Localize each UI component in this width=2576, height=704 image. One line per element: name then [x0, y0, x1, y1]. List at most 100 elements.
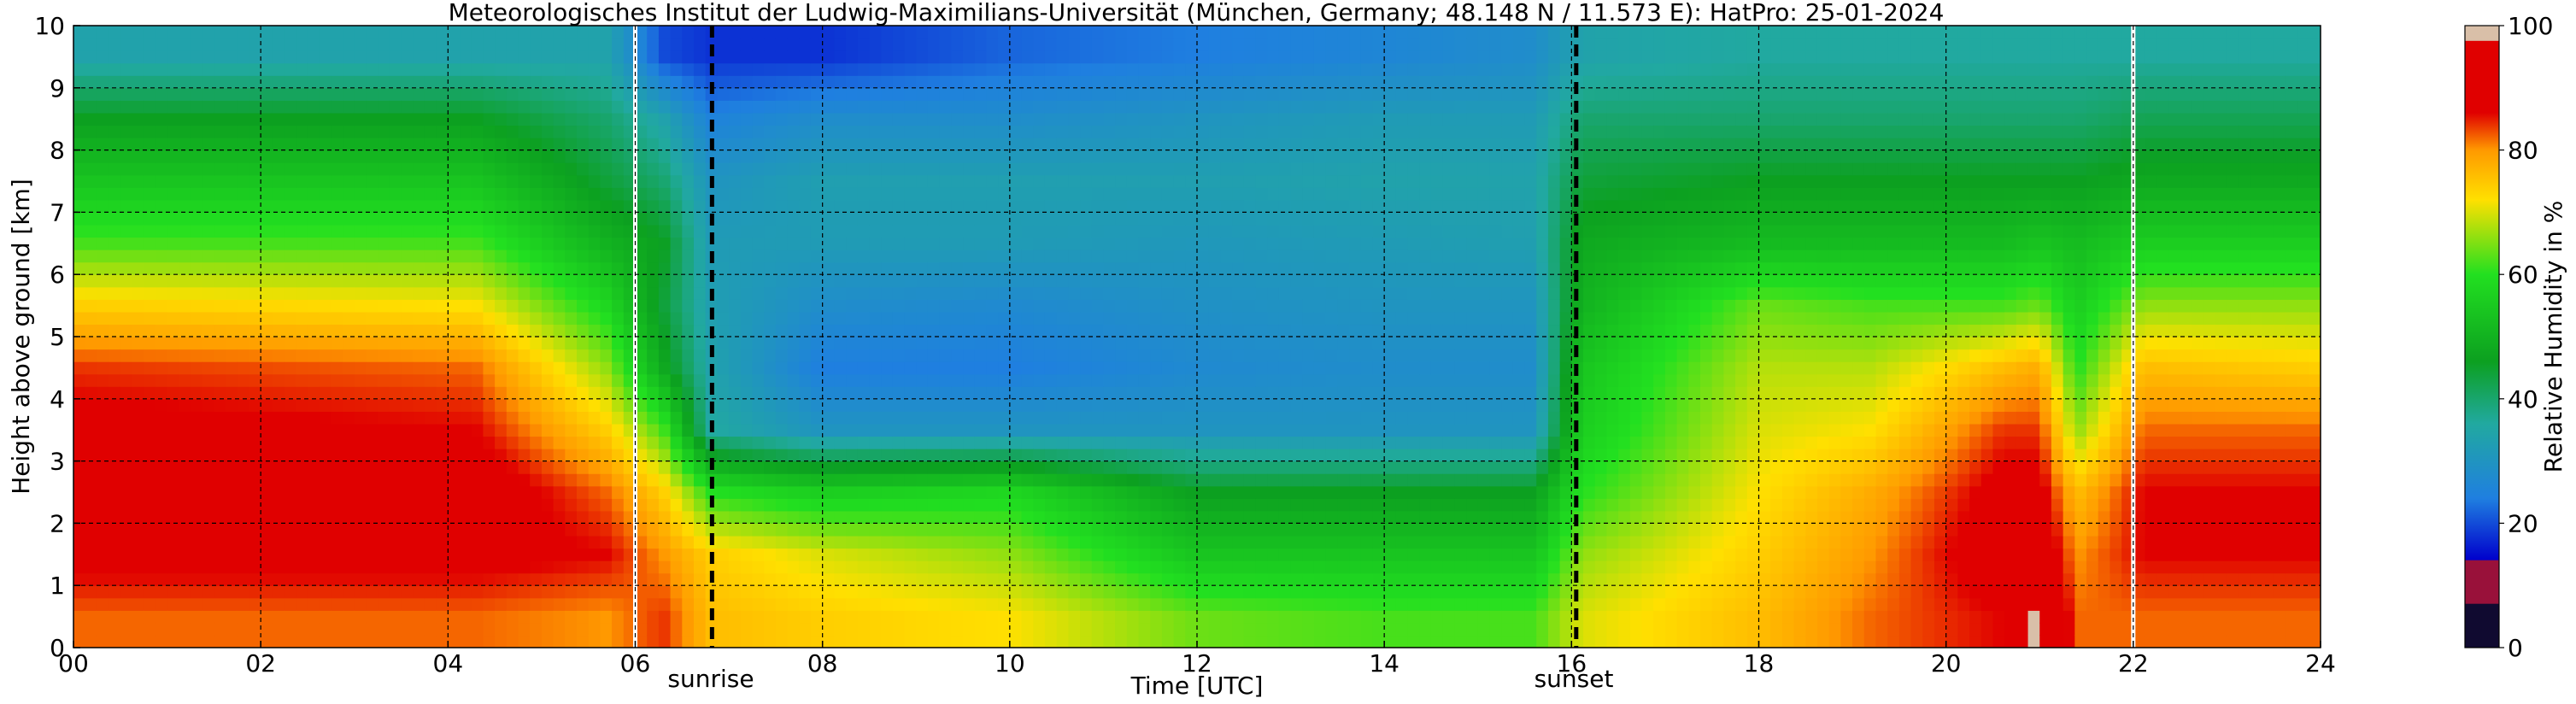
heatmap-cell: [764, 349, 777, 362]
heatmap-cell: [881, 560, 894, 574]
heatmap-cell: [296, 299, 308, 313]
heatmap-cell: [705, 261, 718, 275]
heatmap-cell: [120, 187, 133, 201]
heatmap-cell: [73, 187, 86, 201]
heatmap-cell: [132, 473, 144, 487]
heatmap-cell: [846, 187, 859, 201]
heatmap-cell: [693, 436, 707, 449]
heatmap-cell: [717, 150, 730, 163]
heatmap-cell: [752, 286, 765, 300]
heatmap-cell: [541, 75, 555, 89]
heatmap-cell: [261, 50, 273, 64]
heatmap-cell: [144, 449, 156, 462]
heatmap-cell: [869, 261, 882, 275]
heatmap-cell: [588, 597, 601, 611]
heatmap-cell: [120, 299, 133, 313]
heatmap-cell: [179, 449, 191, 462]
heatmap-cell: [729, 535, 742, 549]
heatmap-cell: [717, 138, 730, 151]
heatmap-cell: [1080, 50, 1093, 64]
heatmap-cell: [1126, 473, 1140, 487]
heatmap-cell: [1103, 174, 1116, 188]
heatmap-cell: [413, 411, 425, 425]
heatmap-cell: [436, 261, 449, 275]
heatmap-cell: [1232, 597, 1245, 611]
heatmap-cell: [693, 610, 707, 624]
heatmap-cell: [530, 386, 543, 400]
heatmap-cell: [553, 436, 566, 449]
heatmap-cell: [378, 398, 390, 412]
heatmap-cell: [97, 361, 109, 375]
heatmap-cell: [284, 610, 296, 624]
heatmap-cell: [693, 560, 707, 574]
heatmap-cell: [1021, 597, 1034, 611]
heatmap-cell: [1232, 523, 1245, 537]
heatmap-cell: [974, 337, 988, 350]
heatmap-cell: [1091, 510, 1105, 524]
heatmap-cell: [389, 473, 402, 487]
heatmap-cell: [436, 597, 449, 611]
heatmap-cell: [717, 436, 730, 449]
heatmap-cell: [506, 286, 519, 300]
heatmap-cell: [869, 423, 882, 437]
heatmap-cell: [764, 436, 777, 449]
heatmap-cell: [1115, 411, 1128, 425]
heatmap-cell: [799, 473, 812, 487]
heatmap-cell: [354, 286, 367, 300]
heatmap-cell: [869, 473, 882, 487]
heatmap-cell: [1161, 510, 1175, 524]
heatmap-cell: [1068, 461, 1081, 474]
heatmap-cell: [635, 274, 648, 288]
heatmap-cell: [682, 26, 695, 39]
heatmap-cell: [764, 311, 777, 326]
heatmap-cell: [1068, 224, 1081, 238]
heatmap-cell: [635, 535, 648, 549]
heatmap-cell: [73, 349, 86, 362]
heatmap-cell: [1138, 138, 1151, 151]
heatmap-cell: [272, 461, 285, 474]
heatmap-cell: [939, 187, 952, 201]
heatmap-cell: [1208, 560, 1221, 574]
heatmap-cell: [612, 138, 625, 151]
heatmap-cell: [448, 610, 461, 624]
heatmap-cell: [237, 411, 250, 425]
heatmap-cell: [647, 162, 660, 176]
heatmap-cell: [670, 423, 683, 437]
heatmap-cell: [109, 212, 121, 226]
heatmap-cell: [857, 423, 871, 437]
heatmap-cell: [366, 125, 378, 138]
heatmap-cell: [424, 38, 437, 51]
heatmap-cell: [658, 485, 672, 499]
heatmap-cell: [1103, 535, 1116, 549]
heatmap-cell: [892, 237, 906, 250]
heatmap-cell: [1068, 398, 1081, 412]
heatmap-cell: [647, 597, 660, 611]
heatmap-cell: [904, 261, 917, 275]
heatmap-cell: [881, 523, 894, 537]
heatmap-cell: [226, 174, 238, 188]
heatmap-cell: [413, 199, 425, 213]
heatmap-cell: [963, 286, 976, 300]
heatmap-cell: [530, 100, 543, 114]
heatmap-cell: [693, 548, 707, 561]
heatmap-cell: [389, 324, 402, 337]
heatmap-cell: [530, 349, 543, 362]
heatmap-cell: [296, 50, 308, 64]
heatmap-cell: [179, 261, 191, 275]
heatmap-cell: [752, 138, 765, 151]
heatmap-cell: [518, 461, 531, 474]
heatmap-cell: [190, 523, 203, 537]
heatmap-cell: [834, 299, 847, 313]
heatmap-cell: [331, 585, 343, 599]
heatmap-cell: [775, 473, 789, 487]
heatmap-cell: [951, 411, 964, 425]
heatmap-cell: [436, 349, 449, 362]
heatmap-cell: [483, 560, 496, 574]
heatmap-cell: [658, 572, 672, 586]
heatmap-cell: [1080, 597, 1093, 611]
heatmap-cell: [120, 560, 133, 574]
heatmap-cell: [226, 423, 238, 437]
heatmap-cell: [1056, 62, 1069, 76]
heatmap-cell: [577, 572, 590, 586]
